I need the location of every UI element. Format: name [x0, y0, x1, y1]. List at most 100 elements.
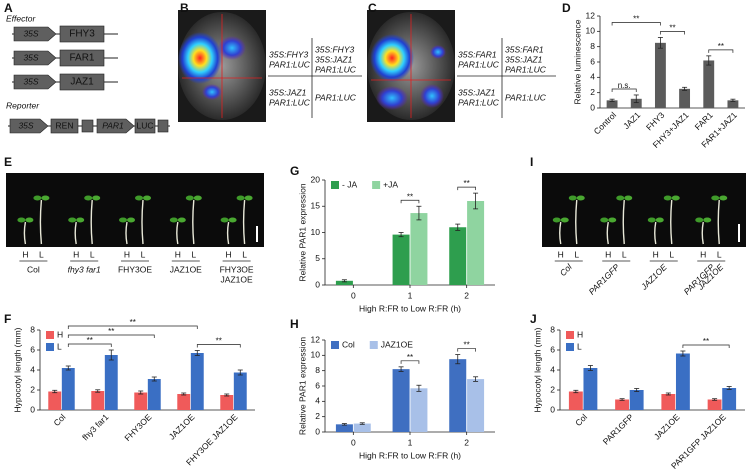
- genotype-label: Col: [27, 264, 40, 274]
- cotyledon: [560, 217, 569, 223]
- error-bar: [398, 366, 404, 372]
- significance-label: **: [130, 318, 136, 327]
- significance-bracket: [196, 344, 241, 348]
- error-bar: [473, 192, 479, 210]
- bar: [177, 394, 191, 410]
- significance-bracket: [457, 348, 476, 352]
- panel-letter: B: [180, 1, 189, 15]
- construct-label: 35S:JAZ1: [269, 87, 307, 97]
- legend-label: Col: [342, 339, 355, 349]
- x-tick-label: 1: [408, 437, 413, 447]
- error-bar: [619, 398, 625, 401]
- light-label: H: [653, 249, 659, 259]
- significance-bracket: [67, 334, 155, 338]
- y-tick-label: 10: [311, 350, 321, 360]
- y-axis-label: Hypocotyl length (mm): [532, 327, 542, 412]
- genotype-label: JAZ1OE: [638, 262, 669, 293]
- y-tick-label: 2: [315, 411, 320, 421]
- bar: [675, 353, 690, 410]
- legend-swatch: [372, 181, 381, 189]
- error-bar: [224, 393, 230, 397]
- y-tick-label: 12: [311, 334, 321, 344]
- cotyledon: [703, 217, 712, 223]
- legend-label: JAZ1OE: [381, 339, 413, 349]
- y-tick-label: 8: [590, 41, 595, 51]
- x-tick-label: fhy3 far1: [80, 412, 111, 443]
- cotyledon: [220, 217, 229, 223]
- cotyledon: [711, 195, 720, 201]
- y-tick-label: 0: [315, 279, 320, 289]
- error-bar: [65, 365, 71, 371]
- construct-label: PAR1:LUC: [505, 92, 547, 102]
- significance-bracket: [400, 199, 420, 204]
- x-tick-label: Control: [592, 110, 619, 137]
- light-label: L: [141, 249, 146, 259]
- cotyledon: [647, 217, 656, 223]
- light-label: H: [73, 249, 79, 259]
- y-tick-label: 10: [586, 26, 596, 36]
- significance-label: **: [407, 192, 413, 201]
- bar: [48, 391, 62, 410]
- light-label: H: [605, 249, 611, 259]
- bar: [335, 424, 353, 432]
- cotyledon: [552, 217, 561, 223]
- error-bar: [682, 86, 688, 91]
- y-axis-label: Hypocotyl length (mm): [12, 327, 22, 412]
- error-bar: [473, 376, 479, 382]
- panel-letter: A: [4, 1, 13, 15]
- cotyledon: [228, 217, 237, 223]
- cotyledon: [177, 217, 186, 223]
- bar: [727, 100, 739, 108]
- error-bar: [416, 205, 422, 221]
- cotyledon: [92, 195, 101, 201]
- bar: [134, 392, 148, 410]
- legend-label: - JA: [342, 179, 357, 189]
- y-tick-label: 8: [315, 365, 320, 375]
- x-tick-label: Col: [51, 412, 67, 428]
- significance-bracket: [708, 49, 734, 53]
- seedling: [90, 199, 93, 245]
- y-tick-label: 2: [30, 384, 35, 394]
- significance-label: **: [669, 24, 675, 33]
- genotype-label: JAZ1OE: [221, 274, 253, 284]
- construct-label: 35S:JAZ1: [505, 54, 543, 64]
- bar: [630, 98, 642, 108]
- cotyledon: [143, 195, 151, 201]
- bar: [104, 355, 118, 410]
- error-bar: [108, 349, 114, 361]
- x-tick-label: 0: [351, 437, 356, 447]
- bar: [467, 201, 485, 285]
- cotyledon: [624, 195, 633, 201]
- significance-bracket: [611, 88, 637, 92]
- bar: [220, 395, 234, 410]
- promoter-label: PAR1: [102, 120, 124, 130]
- y-axis-label: Relative luminescence: [572, 19, 582, 104]
- panel-letter: I: [530, 155, 533, 169]
- x-tick-label: 2: [464, 437, 469, 447]
- light-label: L: [90, 249, 95, 259]
- promoter-label: 35S: [23, 76, 38, 86]
- error-bar: [359, 422, 365, 425]
- light-label: H: [22, 249, 28, 259]
- effector-row: 35S FHY3: [12, 25, 118, 43]
- y-axis-label: Relative PAR1 expression: [297, 183, 307, 281]
- error-bar: [730, 98, 736, 102]
- significance-label: **: [718, 42, 724, 51]
- error-bar: [712, 398, 718, 401]
- bar: [392, 369, 410, 432]
- y-tick-label: 4: [590, 72, 595, 82]
- legend-swatch: [46, 343, 54, 351]
- y-tick-label: 6: [550, 344, 555, 354]
- y-tick-label: 4: [315, 396, 320, 406]
- legend-label: H: [57, 329, 63, 339]
- x-tick-label: FAR1: [693, 110, 715, 132]
- effector-title: Effector: [6, 13, 36, 23]
- cotyledon: [135, 195, 143, 201]
- y-tick-label: 12: [586, 10, 596, 20]
- error-bar: [455, 354, 461, 365]
- light-label: L: [717, 249, 722, 259]
- cotyledon: [25, 217, 34, 223]
- cotyledon: [193, 195, 202, 201]
- y-tick-label: 4: [550, 364, 555, 374]
